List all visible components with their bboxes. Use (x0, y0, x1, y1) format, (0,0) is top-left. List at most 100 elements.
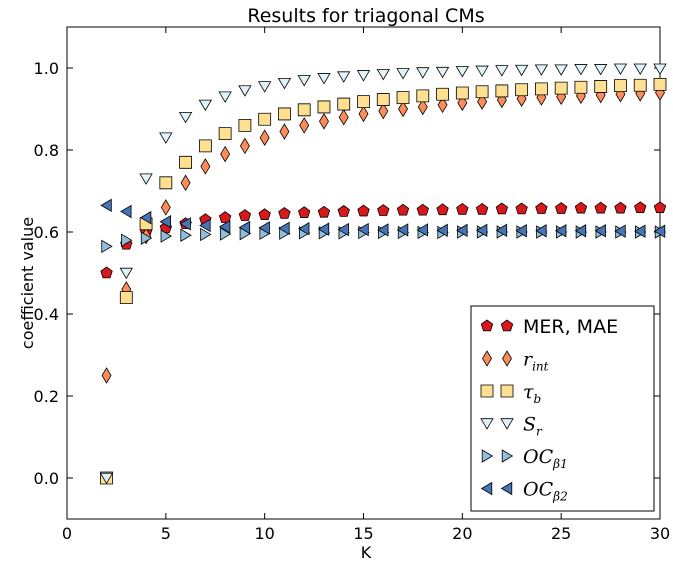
data-point (357, 95, 370, 109)
data-point (396, 203, 410, 216)
data-point (139, 173, 153, 185)
data-point (298, 206, 311, 218)
y-tick-label: 0.8 (34, 141, 59, 160)
data-point (120, 204, 132, 219)
data-point (535, 224, 547, 238)
data-marks (99, 63, 667, 485)
data-point (220, 145, 231, 163)
data-point (198, 99, 213, 112)
data-point (396, 223, 409, 237)
data-point (495, 65, 509, 77)
data-point (634, 224, 646, 238)
legend-entry: OCβ1 (481, 446, 568, 471)
data-point (378, 102, 389, 120)
data-point (119, 267, 133, 280)
data-point (653, 201, 667, 214)
legend-marker (500, 319, 514, 332)
data-point (101, 367, 112, 384)
data-point (160, 229, 173, 243)
data-point (179, 217, 191, 231)
data-point (100, 266, 113, 279)
data-point (238, 85, 252, 97)
data-point (317, 205, 331, 218)
data-point (219, 227, 232, 241)
legend-marker (480, 481, 493, 496)
data-point (417, 98, 428, 116)
x-tick-label: 25 (551, 524, 571, 543)
data-point (436, 87, 449, 101)
data-point (396, 68, 410, 80)
data-point (317, 100, 331, 114)
data-point (238, 220, 251, 235)
data-point (277, 77, 292, 90)
data-point (435, 66, 450, 79)
data-point (554, 224, 567, 238)
legend-label: OCβ1 (523, 446, 568, 471)
data-point (594, 224, 606, 238)
data-point (119, 291, 133, 304)
y-axis-label: coefficient value (18, 217, 37, 349)
legend-marker (502, 350, 512, 367)
data-point (299, 117, 310, 134)
data-point (200, 158, 211, 175)
data-point (180, 228, 192, 242)
axes-layer: 0 5 10 15 20 25 30 0.0 0.2 0.4 0.6 0.8 1.0 (34, 26, 670, 543)
legend-label: τb (523, 381, 541, 406)
legend-entry: τb (480, 381, 541, 406)
y-tick-label: 0.4 (34, 305, 59, 324)
data-point (358, 105, 369, 123)
legend-label: MER, MAE (523, 316, 618, 338)
data-point (376, 68, 390, 81)
data-point (515, 224, 527, 238)
data-point (594, 80, 608, 93)
data-point (200, 227, 212, 242)
data-point (337, 222, 349, 237)
data-point (258, 221, 270, 235)
data-point (634, 201, 647, 214)
data-point (475, 65, 489, 78)
data-point (121, 233, 133, 247)
data-point (613, 63, 628, 76)
data-point (574, 80, 588, 94)
data-point (298, 222, 310, 236)
data-point (160, 199, 171, 216)
data-point (199, 218, 211, 233)
data-point (514, 64, 529, 77)
data-point (218, 127, 232, 140)
x-axis-label: K (361, 543, 372, 562)
data-point (357, 222, 369, 237)
data-point (515, 202, 528, 215)
legend-marker (500, 384, 514, 398)
x-tick-label: 30 (650, 524, 670, 543)
data-point (456, 202, 469, 215)
data-point (180, 174, 191, 192)
data-point (554, 81, 568, 95)
series-triangle-left (100, 198, 666, 238)
data-point (376, 93, 390, 106)
data-point (614, 201, 627, 214)
legend-marker (482, 350, 492, 367)
data-point (653, 63, 667, 76)
data-point (259, 129, 270, 146)
data-point (416, 67, 430, 79)
data-point (614, 79, 627, 93)
data-point (218, 211, 232, 223)
legend-entry: Sr (480, 414, 543, 439)
data-point (475, 85, 489, 99)
legend: MER, MAE rint τb Sr OCβ1 OCβ2 (470, 305, 655, 512)
data-point (653, 224, 666, 238)
x-tick-label: 15 (353, 524, 373, 543)
data-point (437, 96, 448, 114)
data-point (455, 86, 469, 100)
legend-label: OCβ2 (523, 479, 568, 504)
data-point (218, 219, 231, 234)
data-point (495, 223, 508, 238)
data-point (278, 207, 291, 219)
data-point (258, 112, 272, 126)
legend-entry: rint (482, 349, 549, 374)
data-point (475, 202, 489, 215)
data-point (356, 70, 371, 82)
data-point (178, 112, 193, 124)
legend-marker (500, 481, 513, 496)
